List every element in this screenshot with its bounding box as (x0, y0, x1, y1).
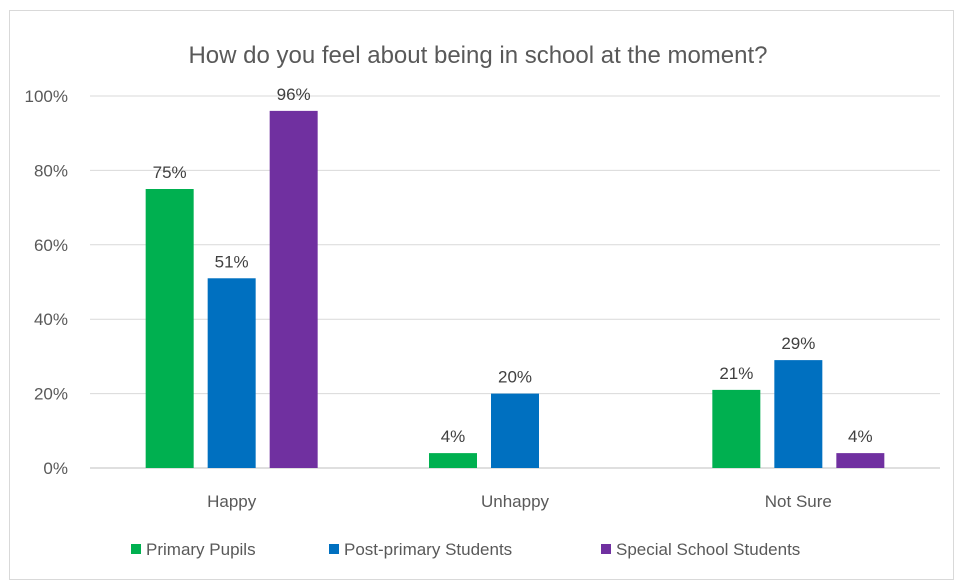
y-tick-label: 100% (25, 87, 68, 106)
legend-swatch (329, 544, 339, 554)
bars (145, 110, 885, 468)
y-tick-label: 0% (43, 459, 68, 478)
legend-item: Primary Pupils (131, 540, 256, 559)
data-label: 21% (719, 364, 753, 383)
x-category-label: Not Sure (765, 492, 832, 511)
legend-item: Special School Students (601, 540, 800, 559)
data-label: 4% (441, 427, 466, 446)
data-label: 96% (277, 85, 311, 104)
chart-frame: How do you feel about being in school at… (9, 10, 954, 580)
x-axis-categories: Happy Unhappy Not Sure (207, 492, 832, 511)
bar (774, 360, 823, 468)
data-label: 20% (498, 368, 532, 387)
data-label: 75% (153, 163, 187, 182)
y-tick-label: 80% (34, 161, 68, 180)
data-label: 4% (848, 427, 873, 446)
chart-title: How do you feel about being in school at… (188, 42, 767, 69)
bar (429, 453, 477, 468)
data-labels: 75% 51% 96% 4% 20% 21% 29% 4% (153, 85, 873, 446)
bar-chart: How do you feel about being in school at… (25, 42, 940, 559)
bar (491, 393, 539, 468)
x-category-label: Happy (207, 492, 257, 511)
x-category-label: Unhappy (481, 492, 550, 511)
bar (269, 110, 318, 468)
legend-label: Post-primary Students (344, 540, 512, 559)
bar (145, 189, 194, 468)
y-tick-label: 60% (34, 236, 68, 255)
bar (836, 453, 885, 468)
data-label: 51% (215, 252, 249, 271)
legend-swatch (601, 544, 611, 554)
bar (712, 389, 761, 468)
y-tick-label: 20% (34, 385, 68, 404)
y-tick-label: 40% (34, 310, 68, 329)
legend-label: Special School Students (616, 540, 800, 559)
legend: Primary Pupils Post-primary Students Speci… (131, 540, 800, 559)
bar (207, 278, 256, 468)
legend-item: Post-primary Students (329, 540, 512, 559)
data-label: 29% (781, 334, 815, 353)
legend-label: Primary Pupils (146, 540, 256, 559)
y-axis-ticks: 0% 20% 40% 60% 80% 100% (25, 87, 68, 478)
legend-swatch (131, 544, 141, 554)
